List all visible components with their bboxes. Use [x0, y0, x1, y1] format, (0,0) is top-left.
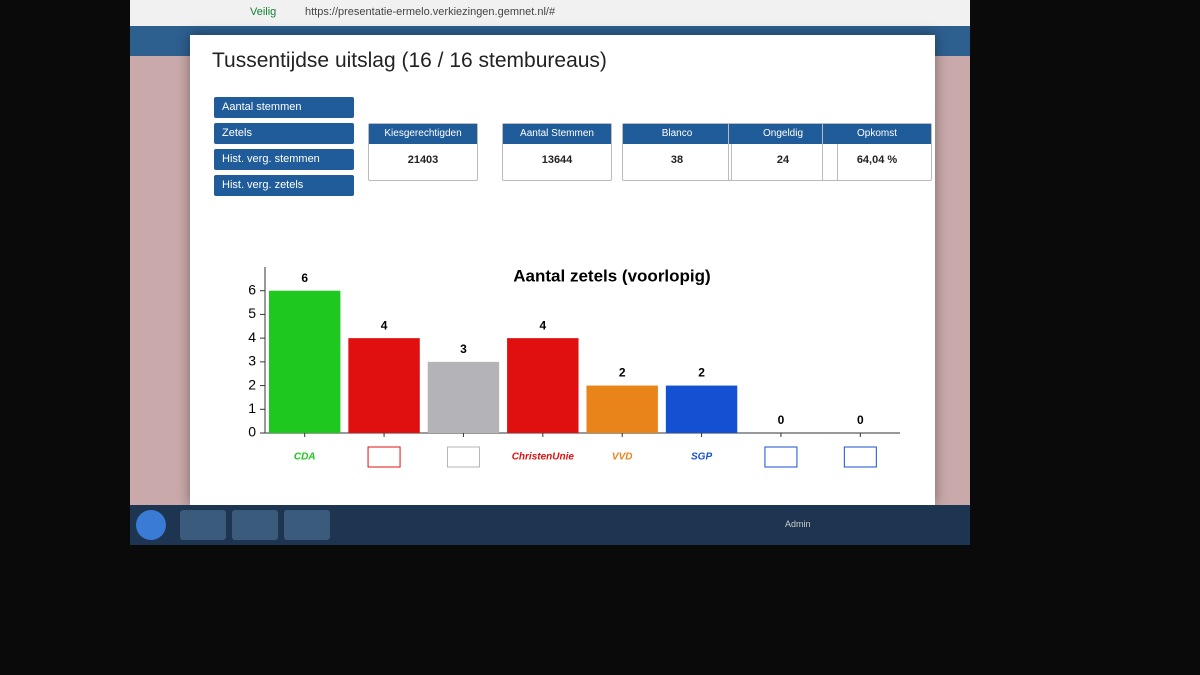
stat-value: 24: [776, 154, 790, 166]
word-icon[interactable]: [284, 510, 330, 540]
screen: Veilig https://presentatie-ermelo.verkie…: [130, 0, 970, 545]
y-tick-label: 4: [248, 329, 256, 345]
value-label: 2: [698, 366, 705, 380]
value-label: 4: [381, 318, 388, 332]
stat-box: Kiesgerechtigden 21403: [368, 123, 478, 181]
explorer-icon[interactable]: [232, 510, 278, 540]
url-bar: Veilig https://presentatie-ermelo.verkie…: [130, 0, 970, 26]
stat-box: Blanco 38: [622, 123, 732, 181]
tab-button[interactable]: Aantal stemmen: [214, 97, 354, 118]
stat-value: 13644: [541, 154, 573, 166]
results-modal: Tussentijdse uitslag (16 / 16 stembureau…: [190, 35, 935, 505]
stat-label: Ongeldig: [729, 124, 837, 144]
chart-title: Aantal zetels (voorlopig): [513, 266, 710, 285]
x-tick-label: VVD: [612, 452, 633, 463]
y-tick-label: 2: [248, 376, 256, 392]
user-label: Admin: [785, 519, 811, 529]
party-logo: [764, 446, 798, 468]
y-tick-label: 3: [248, 353, 256, 369]
stat-value: 38: [670, 154, 684, 166]
value-label: 3: [460, 342, 467, 356]
value-label: 4: [539, 318, 546, 332]
x-tick-label: SGP: [691, 452, 712, 463]
chart: Aantal zetels (voorlopig) 0 1 2 3 4 5 6 CDA 6 4 3 C…: [248, 266, 900, 468]
stat-value: 21403: [407, 154, 439, 166]
y-tick-label: 5: [248, 305, 256, 321]
party-logo: [843, 446, 877, 468]
stat-box: Opkomst 64,04 %: [822, 123, 932, 181]
x-tick-label: ChristenUnie: [512, 452, 575, 463]
security-label: Veilig: [250, 6, 277, 18]
stat-value: 64,04 %: [856, 154, 898, 166]
y-tick-label: 1: [248, 400, 256, 416]
bar: [586, 385, 658, 433]
value-label: 6: [301, 271, 308, 285]
modal-title: Tussentijdse uitslag (16 / 16 stembureau…: [212, 49, 607, 72]
tab-button[interactable]: Hist. verg. stemmen: [214, 149, 354, 170]
stat-label: Aantal Stemmen: [503, 124, 611, 144]
stat-box: Ongeldig 24: [728, 123, 838, 181]
bar: [268, 290, 341, 433]
chrome-icon[interactable]: [180, 510, 226, 540]
x-tick-label: CDA: [294, 452, 316, 463]
bar: [507, 338, 579, 433]
tab-button[interactable]: Zetels: [214, 123, 354, 144]
bar: [348, 338, 420, 433]
stat-label: Blanco: [623, 124, 731, 144]
party-logo: [446, 446, 480, 468]
tab-button[interactable]: Hist. verg. zetels: [214, 175, 354, 196]
url[interactable]: https://presentatie-ermelo.verkiezingen.…: [305, 6, 556, 18]
y-tick-label: 6: [248, 281, 256, 297]
y-tick-label: 0: [248, 424, 256, 440]
bar: [427, 361, 500, 433]
value-label: 0: [778, 413, 785, 427]
value-label: 0: [857, 413, 864, 427]
value-label: 2: [619, 366, 626, 380]
taskbar: Admin: [130, 505, 970, 545]
start-button[interactable]: [136, 510, 166, 540]
stat-label: Kiesgerechtigden: [369, 124, 477, 144]
stat-label: Opkomst: [823, 124, 931, 144]
bar: [665, 385, 738, 433]
party-logo: [367, 446, 401, 468]
stat-box: Aantal Stemmen 13644: [502, 123, 612, 181]
